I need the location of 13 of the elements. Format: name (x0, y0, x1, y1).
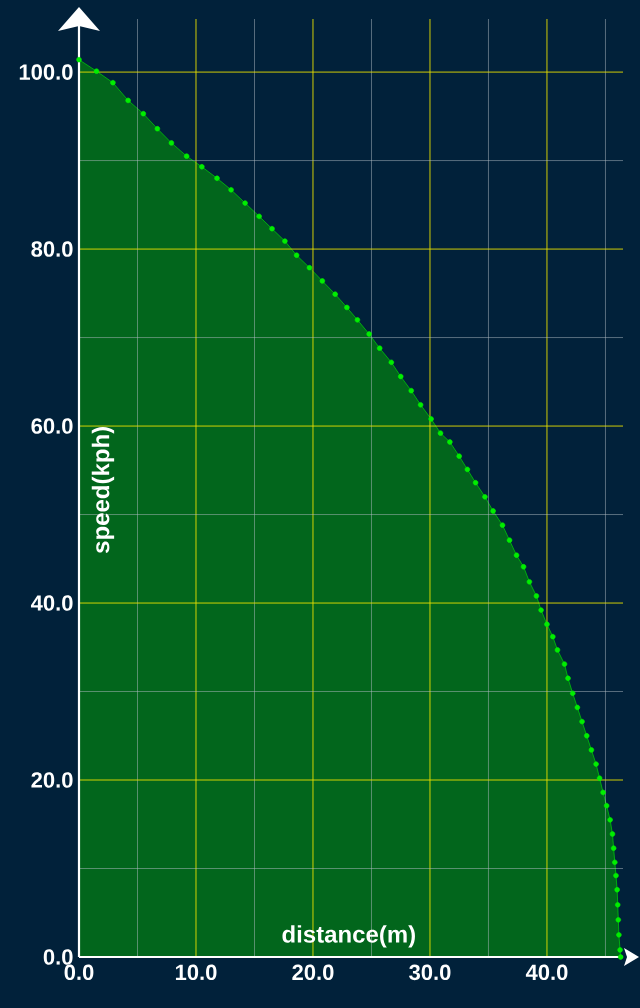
x-tick-label: 10.0 (175, 964, 217, 981)
x-tick-label: 20.0 (292, 964, 334, 981)
y-tick-label: 0.0 (43, 949, 73, 965)
x-axis-title: distance(m) (282, 925, 415, 948)
x-tick-label: 40.0 (525, 964, 568, 981)
y-tick-label: 80.0 (31, 241, 73, 257)
y-tick-label: 60.0 (31, 418, 73, 434)
y-tick-label: 20.0 (31, 772, 73, 788)
y-tick-label: 40.0 (30, 595, 73, 611)
x-tick-label: 0.0 (64, 964, 94, 981)
y-axis-title: speed(kph) (91, 427, 115, 554)
y-tick-label: 100.0 (19, 64, 73, 80)
x-tick-label: 30.0 (409, 964, 451, 981)
